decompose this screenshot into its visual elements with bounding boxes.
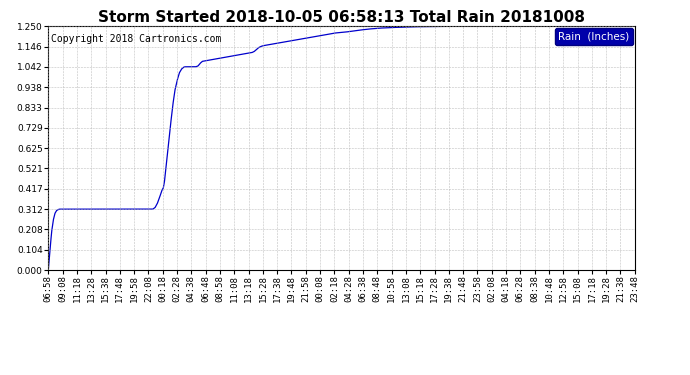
Rain  (Inches): [344, 30, 352, 34]
Rain  (Inches): [617, 24, 625, 28]
Rain  (Inches): [44, 268, 52, 272]
Rain  (Inches): [423, 24, 431, 29]
Title: Storm Started 2018-10-05 06:58:13 Total Rain 20181008: Storm Started 2018-10-05 06:58:13 Total …: [98, 10, 585, 25]
Rain  (Inches): [591, 24, 599, 28]
Text: Copyright 2018 Cartronics.com: Copyright 2018 Cartronics.com: [51, 34, 221, 44]
Line: Rain  (Inches): Rain (Inches): [48, 26, 635, 270]
Rain  (Inches): [511, 24, 519, 28]
Rain  (Inches): [336, 30, 344, 35]
Legend: Rain  (Inches): Rain (Inches): [555, 28, 633, 45]
Rain  (Inches): [631, 24, 639, 28]
Rain  (Inches): [451, 24, 460, 28]
